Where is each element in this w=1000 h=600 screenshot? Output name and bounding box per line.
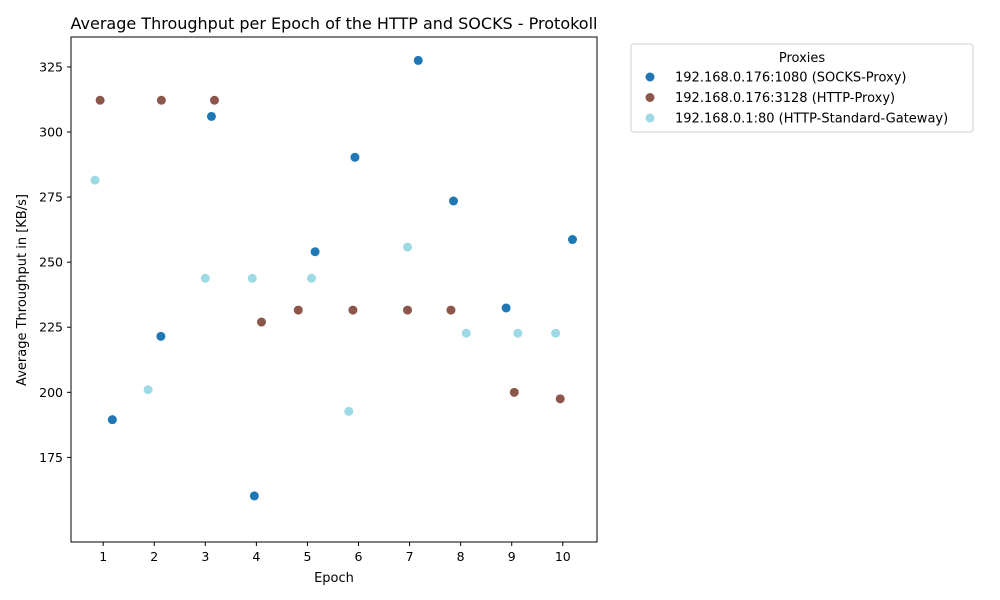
legend-marker-2 <box>645 93 655 102</box>
legend-label-2: 192.168.0.176:3128 (HTTP-Proxy) <box>675 91 895 106</box>
data-point-series-2 <box>555 394 565 404</box>
data-point-series-1 <box>249 491 259 501</box>
y-axis-title: Average Throughput in [KB/s] <box>15 194 30 386</box>
y-tick-label: 225 <box>39 320 63 335</box>
legend-marker-3 <box>645 113 655 123</box>
data-point-series-3 <box>247 273 257 283</box>
data-point-series-2 <box>210 95 220 105</box>
data-point-series-1 <box>206 111 216 121</box>
data-point-series-2 <box>156 95 166 105</box>
plot-frame <box>70 36 598 543</box>
data-point-series-3 <box>307 273 317 283</box>
x-tick-label: 4 <box>252 549 260 564</box>
x-tick-label: 1 <box>99 549 107 564</box>
x-tick-label: 7 <box>406 549 414 564</box>
legend-marker-1 <box>645 72 655 82</box>
legend-label-3: 192.168.0.1:80 (HTTP-Standard-Gateway) <box>675 112 948 127</box>
data-point-series-3 <box>90 175 100 185</box>
y-tick-label: 175 <box>39 450 63 465</box>
data-point-series-1 <box>350 152 360 162</box>
x-tick-label: 6 <box>355 549 363 564</box>
x-tick-label: 3 <box>201 549 209 564</box>
data-points <box>90 55 577 501</box>
data-point-series-3 <box>461 328 471 338</box>
y-tick-label: 300 <box>39 125 63 140</box>
x-tick-label: 9 <box>508 549 516 564</box>
y-axis-ticks: 175 200 225 250 275 300 325 <box>39 59 71 465</box>
legend-frame <box>630 43 974 133</box>
data-point-series-2 <box>509 387 519 397</box>
data-point-series-1 <box>107 415 117 425</box>
data-point-series-1 <box>567 235 577 245</box>
y-tick-label: 200 <box>39 385 63 400</box>
data-point-series-2 <box>403 305 413 315</box>
data-point-series-3 <box>551 328 561 338</box>
y-tick-label: 275 <box>39 190 63 205</box>
data-point-series-1 <box>156 331 166 341</box>
y-tick-label: 325 <box>39 59 63 74</box>
x-axis-ticks: 1 2 3 4 5 6 7 8 9 10 <box>99 542 571 564</box>
data-point-series-3 <box>513 328 523 338</box>
data-point-series-3 <box>143 385 153 395</box>
legend-title: Proxies <box>779 51 826 66</box>
legend-label-1: 192.168.0.176:1080 (SOCKS-Proxy) <box>675 71 907 86</box>
legend-items: 192.168.0.176:1080 (SOCKS-Proxy) 192.168.… <box>645 71 948 127</box>
x-axis-title: Epoch <box>314 571 354 586</box>
data-point-series-3 <box>344 406 354 416</box>
data-point-series-3 <box>403 242 413 252</box>
data-point-series-3 <box>200 273 210 283</box>
data-point-series-1 <box>310 247 320 257</box>
x-tick-label: 2 <box>150 549 158 564</box>
data-point-series-2 <box>293 305 303 315</box>
data-point-series-2 <box>256 317 266 327</box>
data-point-series-2 <box>446 305 456 315</box>
data-point-series-2 <box>95 95 105 105</box>
x-tick-label: 8 <box>457 549 465 564</box>
data-point-series-2 <box>348 305 358 315</box>
x-tick-label: 5 <box>303 549 311 564</box>
x-tick-label: 10 <box>555 549 571 564</box>
data-point-series-1 <box>448 196 458 206</box>
data-point-series-1 <box>501 303 511 313</box>
chart-title: Average Throughput per Epoch of the HTTP… <box>71 14 598 33</box>
y-tick-label: 250 <box>39 255 63 270</box>
legend: Proxies 192.168.0.176:1080 (SOCKS-Proxy)… <box>630 43 974 133</box>
data-point-series-1 <box>413 55 423 65</box>
